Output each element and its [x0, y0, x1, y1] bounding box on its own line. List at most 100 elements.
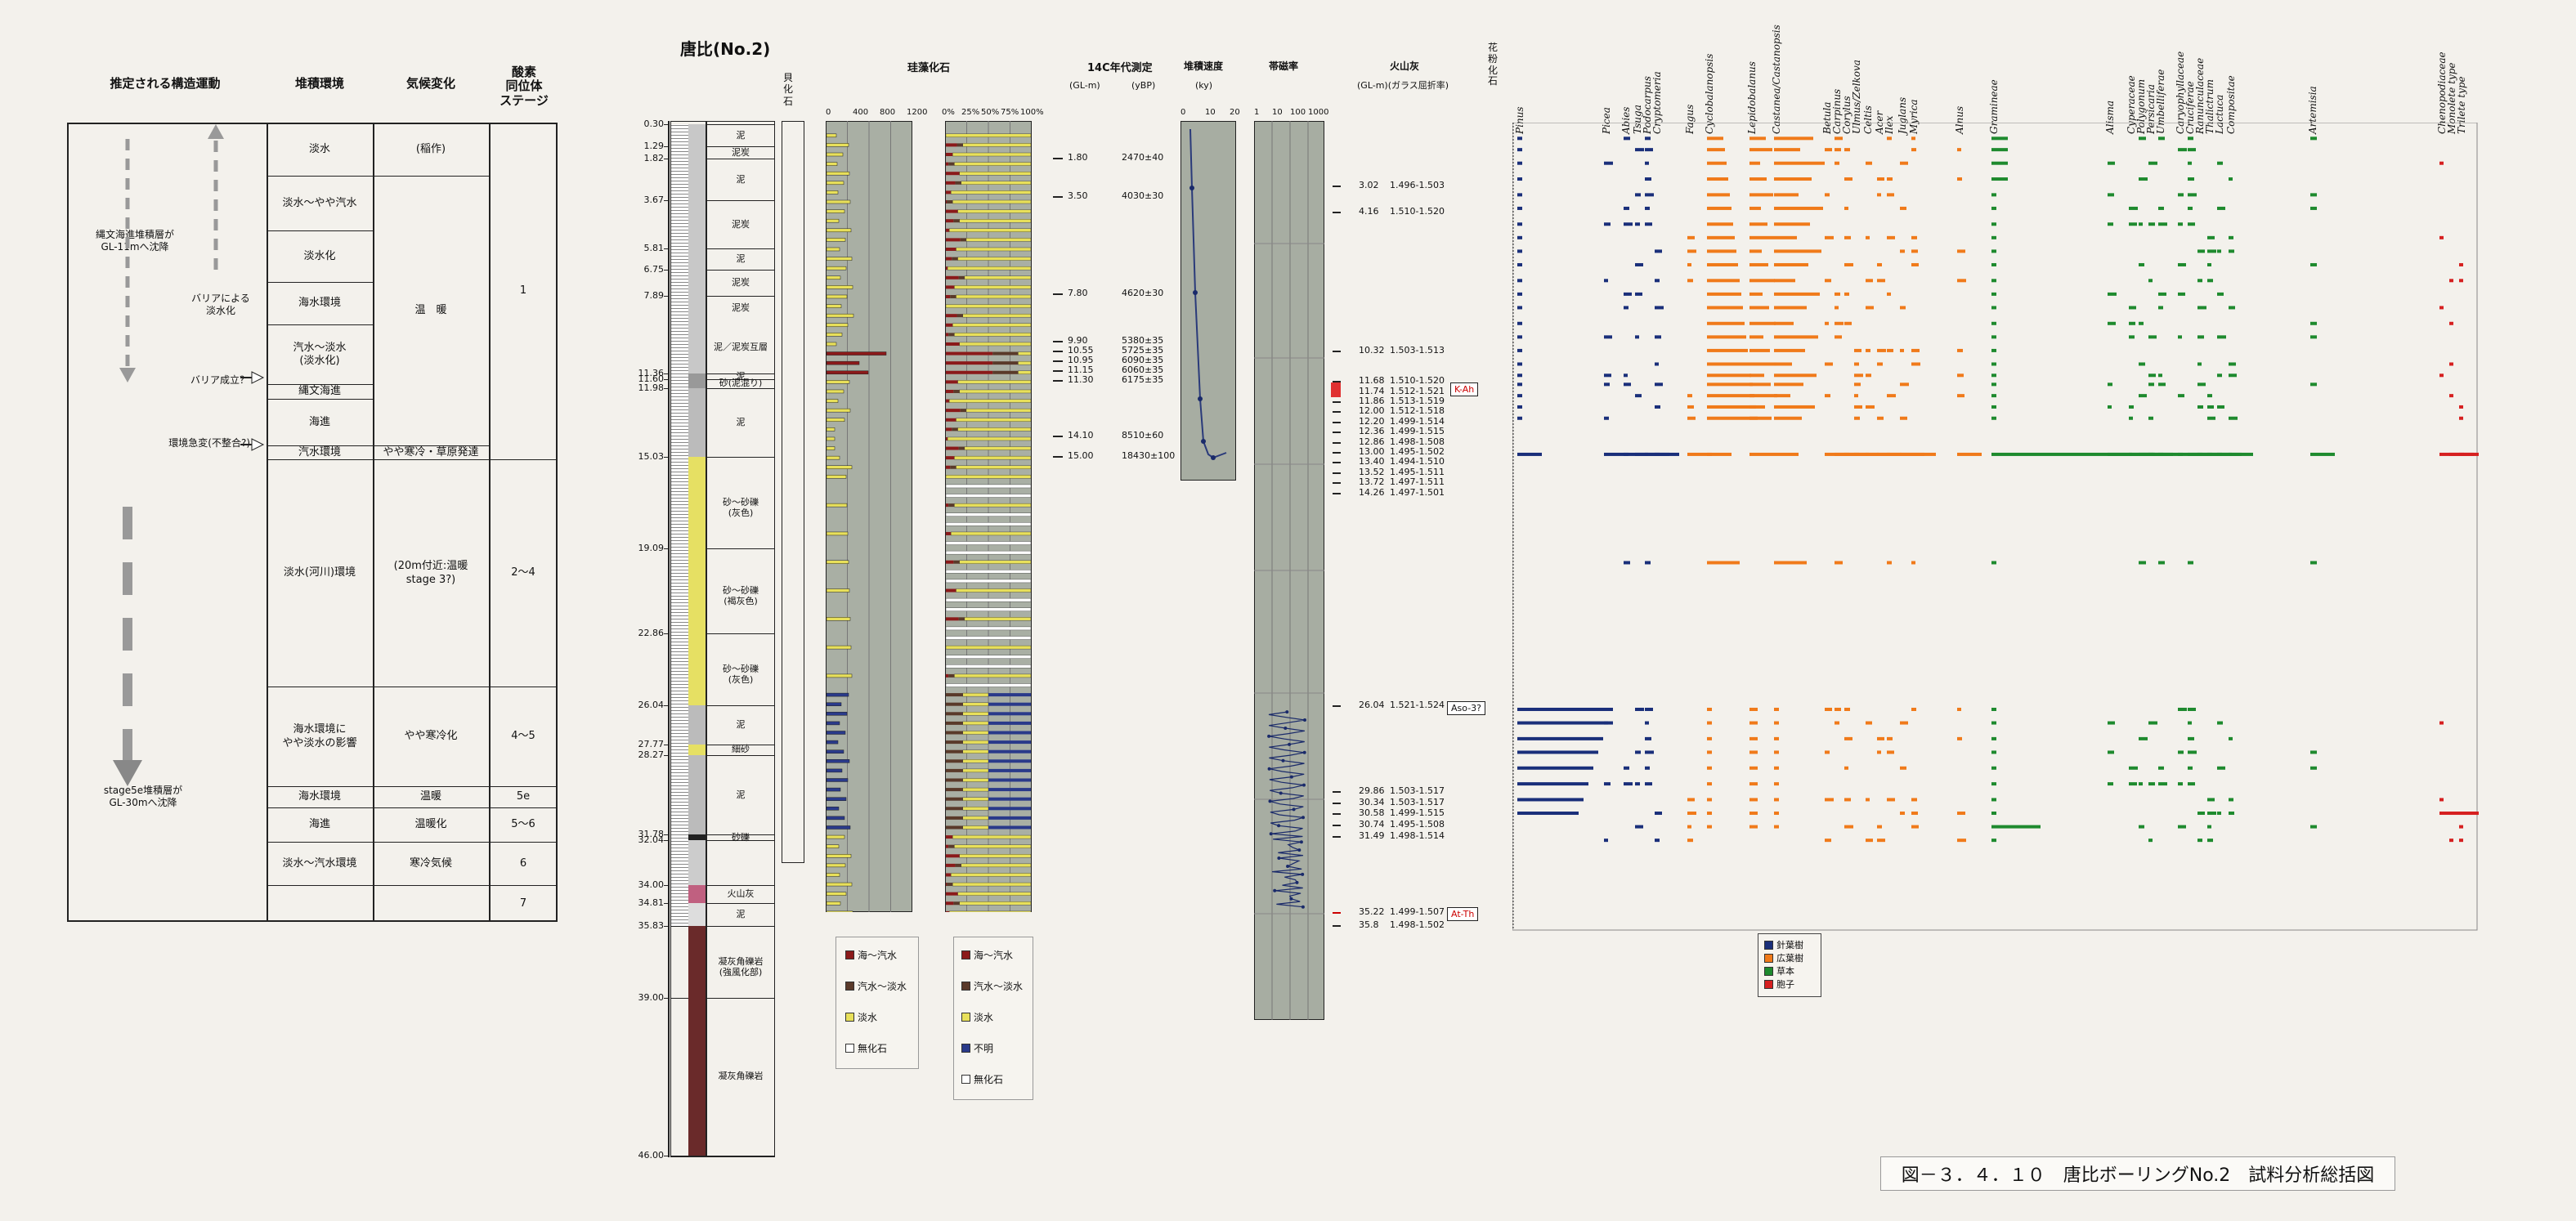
climate-cell: やや寒冷化 — [373, 687, 489, 786]
header-environment: 堆積環境 — [294, 76, 344, 91]
layer-boundary — [670, 270, 775, 271]
lithology-fill — [688, 755, 706, 835]
c14-tick — [1053, 196, 1063, 199]
depth-label: 0.30 — [643, 119, 665, 129]
isotope-stage-cell: 2～4 — [489, 459, 558, 687]
tephra-title: 火山灰 — [1390, 60, 1420, 72]
tephra-depth: 29.86 — [1359, 785, 1385, 797]
depth-tick — [664, 124, 669, 125]
c14-tick — [1053, 436, 1063, 438]
depth-label: 15.03 — [638, 450, 665, 462]
diatom-percent-chart — [945, 121, 1032, 912]
lithology-name: 泥 — [736, 909, 746, 920]
diatom-legend-item: 汽水～淡水 — [961, 979, 1023, 993]
shell-fossil-column — [782, 121, 804, 863]
tephra-depth: 3.02 — [1359, 180, 1379, 191]
environment-cell: 淡水(河川)環境 — [267, 459, 373, 687]
lithology-fill — [688, 387, 706, 457]
depth-tick — [664, 755, 669, 757]
diatom-legend-item: 不明 — [961, 1041, 993, 1055]
lithology-name: 泥 — [736, 416, 746, 427]
c14-age: 6090±35 — [1122, 355, 1164, 366]
diatom-count-tick: 1200 — [907, 108, 928, 117]
diatom-legend-item: 海～汽水 — [961, 948, 1013, 962]
suscept-tick: 1 — [1254, 108, 1260, 117]
lithology-name: 泥炭 — [732, 146, 750, 158]
diatom-percent-tick: 100% — [1020, 108, 1044, 117]
c14-age: 6060±35 — [1122, 365, 1164, 376]
lithology-name: 泥炭 — [732, 218, 750, 230]
c14-tick — [1053, 455, 1063, 458]
lithology-name: 砂～砂礫 (褐灰色) — [723, 584, 759, 607]
climate-cell: 温暖化 — [373, 807, 489, 842]
layer-boundary — [670, 373, 775, 375]
depth-label: 34.00 — [638, 879, 665, 890]
legend-label: 汽水～淡水 — [858, 981, 907, 992]
tephra-depth: 30.58 — [1359, 807, 1385, 819]
layer-boundary — [670, 295, 775, 297]
diatom-legend-item: 海～汽水 — [845, 948, 897, 962]
suscept-tick: 10 — [1272, 108, 1283, 117]
lithology-fill — [688, 834, 706, 841]
tephra-depth: 11.68 — [1359, 375, 1385, 387]
legend-label: 不明 — [974, 1043, 994, 1054]
tephra-tick — [1333, 472, 1341, 474]
layer-boundary — [670, 633, 775, 634]
tephra-depth: 30.74 — [1359, 819, 1385, 830]
diatom-title: 珪藻化石 — [907, 62, 951, 74]
depth-label: 31.78 — [638, 829, 665, 840]
tephra-tick — [1333, 912, 1341, 915]
tephra-depth: 35.22 — [1359, 906, 1385, 918]
tephra-index: 1.499-1.507 — [1390, 906, 1445, 918]
tephra-tick — [1333, 925, 1341, 928]
pollen-legend-item: 草本 — [1764, 964, 1794, 977]
depth-label: 22.86 — [638, 627, 665, 638]
legend-swatch — [1764, 979, 1773, 989]
tephra-depth: 12.20 — [1359, 415, 1385, 427]
c14-tick — [1053, 351, 1063, 353]
diatom-legend-item: 淡水 — [845, 1010, 877, 1024]
note-jomon-subsidence: 縄文海進堆積層が GL-11mへ沈降 — [95, 229, 174, 253]
legend-label: 汽水～淡水 — [974, 981, 1024, 992]
tephra-index: 1.494-1.510 — [1390, 456, 1445, 467]
depth-tick — [664, 840, 669, 842]
layer-boundary — [670, 884, 775, 886]
tephra-depth: 13.40 — [1359, 456, 1385, 467]
pollen-taxon-label: Castanea/Castanopsis — [1771, 25, 1782, 134]
lithology-name: 泥 — [736, 789, 746, 800]
c14-depth: 3.50 — [1068, 190, 1088, 202]
depth-label: 34.81 — [638, 897, 665, 908]
depth-label: 32.04 — [638, 834, 665, 846]
note-barrier-formed: バリア成立？ — [190, 374, 249, 386]
tephra-depth: 30.34 — [1359, 796, 1385, 807]
depth-label: 11.60 — [638, 373, 665, 385]
tephra-tick — [1333, 482, 1341, 485]
diatom-legend-item: 無化石 — [961, 1072, 1003, 1086]
pollen-legend-item: 広葉樹 — [1764, 951, 1803, 964]
depth-label: 6.75 — [643, 264, 665, 275]
layer-boundary — [670, 840, 775, 842]
table-divider-stage — [489, 123, 491, 922]
lithology-name: 砂～砂礫 (灰色) — [723, 496, 759, 518]
depth-label: 39.00 — [638, 991, 665, 1003]
depth-tick — [664, 456, 669, 458]
diatom-percent-tick: 25% — [961, 108, 980, 117]
diatom-legend-item: 汽水～淡水 — [845, 979, 907, 993]
legend-swatch — [961, 1075, 970, 1084]
layer-boundary — [670, 200, 775, 202]
layer-boundary — [670, 997, 775, 999]
tephra-label-aso3: Aso-3? — [1447, 701, 1485, 715]
shell-fossil-label: 貝 化 石 — [783, 72, 794, 107]
tectonic-arrows — [113, 124, 265, 786]
diatom-count-tick: 800 — [880, 108, 896, 117]
c14-depth: 10.55 — [1068, 345, 1094, 356]
tephra-tick — [1333, 813, 1341, 816]
lithology-name: 泥 — [736, 370, 746, 382]
c14-depth: 7.80 — [1068, 288, 1088, 299]
tephra-index: 1.499-1.515 — [1390, 807, 1445, 819]
tephra-depth: 12.00 — [1359, 405, 1385, 417]
legend-label: 無化石 — [974, 1074, 1004, 1085]
climate-empty-cell — [373, 885, 489, 922]
layer-boundary — [670, 248, 775, 250]
tephra-depth: 14.26 — [1359, 486, 1385, 498]
